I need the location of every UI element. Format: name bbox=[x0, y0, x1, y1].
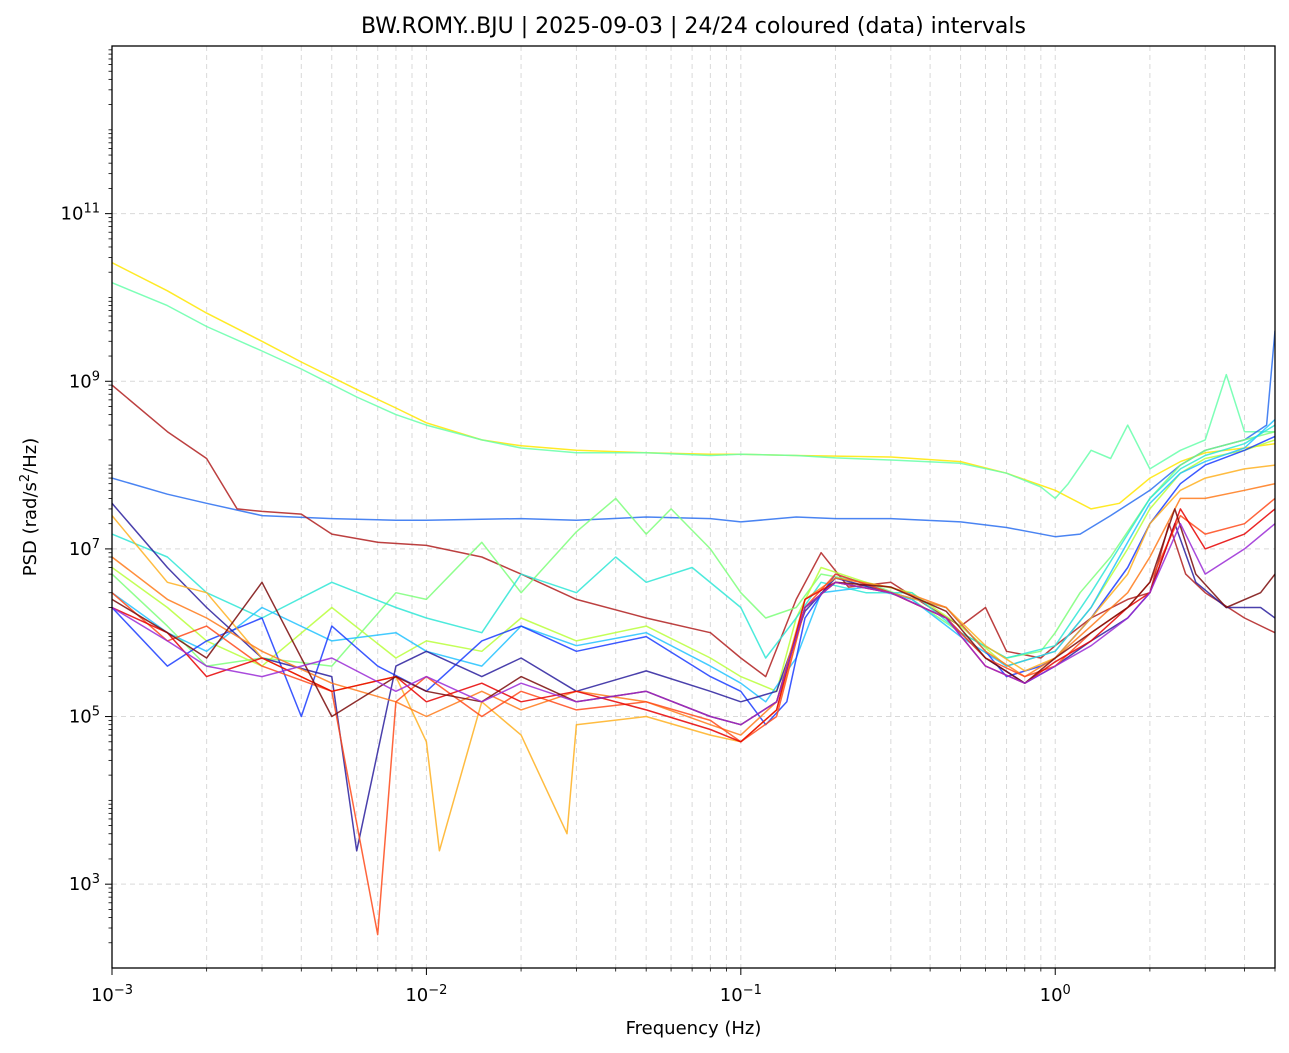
y-tick-label-exp: 9 bbox=[92, 369, 100, 384]
psd-series-line-9 bbox=[112, 435, 1275, 726]
psd-series-line-12 bbox=[112, 482, 1275, 736]
y-axis-label-main: PSD (rad/s bbox=[20, 482, 41, 576]
psd-series-line-2 bbox=[112, 282, 1275, 500]
y-axis-label: PSD (rad/s2/Hz) bbox=[18, 438, 42, 577]
y-tick-label: 109 bbox=[69, 369, 100, 393]
x-tick-label-exp: 0 bbox=[1063, 983, 1071, 998]
x-tick-label: 10−2 bbox=[405, 983, 447, 1007]
y-tick-label-base: 10 bbox=[69, 371, 92, 392]
psd-series-line-16 bbox=[112, 522, 1275, 726]
x-tick-label: 10−3 bbox=[91, 983, 133, 1007]
x-tick-label: 100 bbox=[1040, 983, 1071, 1007]
psd-series-line-5 bbox=[112, 430, 1275, 667]
x-tick-label-exp: −1 bbox=[743, 983, 762, 998]
chart-title: BW.ROMY..BJU | 2025-09-03 | 24/24 colour… bbox=[361, 14, 1026, 39]
x-tick-label-exp: −3 bbox=[114, 983, 133, 998]
grid bbox=[111, 46, 1276, 968]
psd-series-line-6 bbox=[112, 439, 1275, 693]
y-tick-label-exp: 5 bbox=[92, 704, 100, 719]
y-tick-label-base: 10 bbox=[69, 874, 92, 895]
y-tick-label-base: 10 bbox=[69, 707, 92, 728]
x-tick-label: 10−1 bbox=[720, 983, 762, 1007]
y-tick-label-exp: 7 bbox=[92, 536, 100, 551]
x-tick-label-base: 10 bbox=[405, 985, 428, 1006]
psd-series-line-7 bbox=[112, 424, 1275, 659]
y-tick-label-exp: 11 bbox=[83, 201, 100, 216]
plot-frame bbox=[111, 45, 1276, 969]
y-tick-label: 107 bbox=[69, 536, 100, 560]
x-tick-label-base: 10 bbox=[91, 985, 114, 1006]
x-tick-label-base: 10 bbox=[1040, 985, 1063, 1006]
x-axis-label: Frequency (Hz) bbox=[626, 1018, 762, 1039]
y-axis-label-exp: 2 bbox=[18, 474, 33, 482]
psd-series-line-3 bbox=[112, 330, 1275, 538]
x-tick-label-base: 10 bbox=[720, 985, 743, 1006]
y-tick-label-base: 10 bbox=[69, 539, 92, 560]
psd-series-line-4 bbox=[112, 384, 1275, 678]
y-tick-label: 105 bbox=[69, 704, 100, 728]
y-tick-label: 1011 bbox=[61, 201, 100, 225]
x-tick-label-exp: −2 bbox=[428, 983, 447, 998]
y-axis-label-tail: /Hz) bbox=[20, 438, 41, 474]
y-tick-label: 103 bbox=[69, 872, 100, 896]
series-group bbox=[112, 262, 1275, 936]
y-tick-label-base: 10 bbox=[61, 204, 84, 225]
y-tick-label-exp: 3 bbox=[92, 872, 100, 887]
